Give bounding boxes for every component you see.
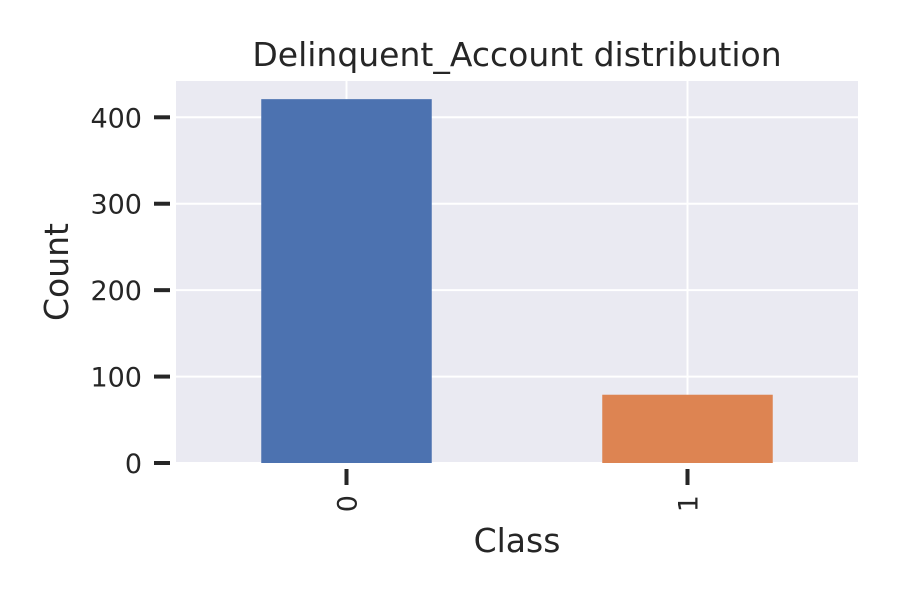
y-tick-label: 200 (90, 276, 142, 307)
x-tick-label: 0 (333, 495, 364, 512)
y-tick-label: 400 (90, 103, 142, 134)
bar-1 (602, 394, 773, 463)
bars (261, 99, 773, 463)
bar-0 (261, 99, 432, 463)
x-tick-label: 1 (674, 495, 705, 512)
y-axis-label: Count (37, 223, 76, 321)
y-axis: 0 100 200 300 400 (90, 103, 170, 480)
y-tick-label: 0 (125, 449, 142, 480)
y-tick-label: 100 (90, 363, 142, 394)
y-tick-label: 300 (90, 190, 142, 221)
chart-title: Delinquent_Account distribution (252, 35, 781, 74)
x-axis-label: Class (474, 521, 561, 560)
